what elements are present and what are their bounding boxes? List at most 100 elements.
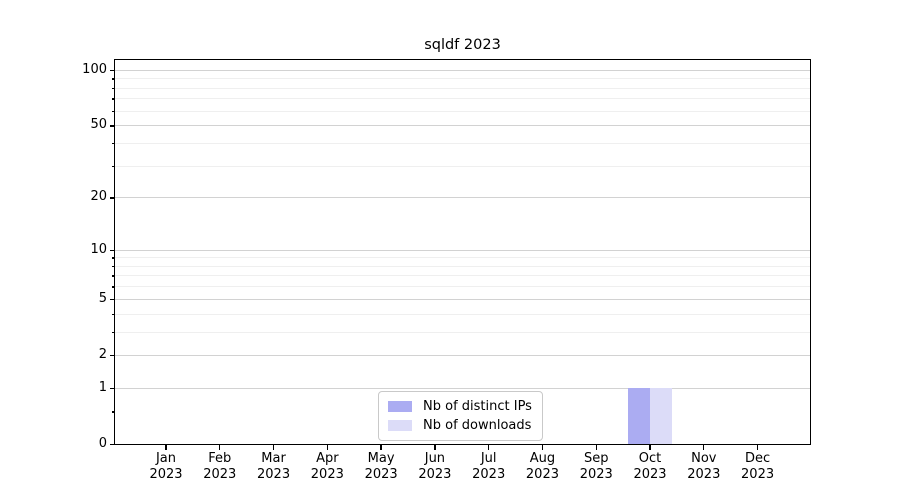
y-tick-label: 2 (98, 346, 107, 362)
plot-area (115, 60, 810, 444)
y-gridline-minor (115, 265, 810, 267)
x-tick-label: Jan 2023 (134, 451, 198, 483)
y-gridline-minor (115, 275, 810, 277)
legend-swatch (388, 420, 412, 431)
y-gridline-minor (115, 165, 810, 167)
x-tick-year: 2023 (633, 467, 667, 482)
bar (650, 387, 673, 444)
x-tick-month: Aug (529, 451, 556, 466)
x-tick-month: May (367, 451, 395, 466)
y-tick-label: 20 (90, 189, 107, 205)
y-tick-label: 100 (82, 61, 107, 77)
x-tick-label: Jun 2023 (403, 451, 467, 483)
x-tick-year: 2023 (418, 467, 452, 482)
bar (628, 387, 651, 444)
y-gridline-major (115, 387, 810, 389)
x-tick-label: Jul 2023 (457, 451, 521, 483)
x-tick-month: Nov (691, 451, 717, 466)
legend-item: Nb of downloads (388, 416, 532, 435)
x-tick-month: Oct (638, 451, 662, 466)
x-tick-year: 2023 (525, 467, 559, 482)
y-tick-label: 5 (98, 290, 107, 306)
y-tick-minor (111, 411, 115, 413)
y-tick-label: 1 (98, 379, 107, 395)
x-tick (380, 445, 382, 450)
x-tick-month: Jun (424, 451, 446, 466)
x-tick (326, 445, 329, 450)
x-tick-label: Sep 2023 (564, 451, 628, 483)
y-tick-major (109, 249, 115, 251)
y-tick-major (109, 125, 115, 127)
x-tick-year: 2023 (149, 467, 183, 482)
x-tick-label: Nov 2023 (672, 451, 736, 483)
y-tick-major (109, 444, 115, 446)
y-gridline-major (115, 249, 810, 251)
y-tick-minor (111, 275, 115, 277)
x-tick (219, 445, 221, 450)
legend-label: Nb of distinct IPs (423, 399, 532, 414)
y-tick-minor (111, 110, 115, 113)
y-gridline-major (115, 354, 810, 356)
x-tick-label: Apr 2023 (295, 451, 359, 483)
x-tick (595, 445, 597, 450)
y-tick-minor (111, 313, 115, 315)
y-gridline-minor (115, 331, 810, 333)
x-tick (756, 445, 759, 450)
y-gridline-minor (115, 313, 810, 315)
x-tick (703, 445, 705, 450)
x-tick-year: 2023 (310, 467, 344, 482)
x-tick (165, 445, 167, 450)
y-tick-major (109, 69, 115, 72)
y-tick-major (109, 354, 115, 357)
x-tick-month: Mar (261, 451, 286, 466)
x-tick-year: 2023 (364, 467, 398, 482)
y-gridline-major (115, 125, 810, 127)
legend-swatch (388, 401, 412, 412)
x-tick (487, 445, 490, 450)
x-tick-month: Feb (208, 451, 232, 466)
y-tick-minor (111, 265, 115, 268)
x-tick-year: 2023 (203, 467, 237, 482)
y-tick-minor (111, 331, 115, 333)
chart-title: sqldf 2023 (424, 37, 501, 53)
y-gridline-minor (115, 98, 810, 100)
x-tick-month: Sep (583, 451, 609, 466)
y-tick-label: 50 (90, 117, 107, 133)
y-tick-minor (111, 286, 115, 288)
x-tick-label: Mar 2023 (242, 451, 306, 483)
legend-item: Nb of distinct IPs (388, 397, 532, 416)
x-tick-year: 2023 (257, 467, 291, 482)
y-gridline-major (115, 69, 810, 71)
x-tick-label: Aug 2023 (510, 451, 574, 483)
x-tick-label: Feb 2023 (188, 451, 252, 483)
x-tick-year: 2023 (472, 467, 506, 482)
x-tick-month: Jul (480, 451, 497, 466)
x-tick-year: 2023 (579, 467, 613, 482)
y-tick-major (109, 387, 115, 390)
y-gridline-minor (115, 78, 810, 80)
legend-label: Nb of downloads (423, 418, 532, 433)
y-tick-minor (111, 142, 115, 145)
y-gridline-minor (115, 257, 810, 259)
y-tick-label: 0 (98, 436, 107, 451)
x-tick-label: May 2023 (349, 451, 413, 483)
x-tick-year: 2023 (687, 467, 721, 482)
y-tick-minor (111, 87, 115, 90)
x-tick-label: Dec 2023 (726, 451, 790, 483)
x-tick (434, 445, 436, 450)
legend: Nb of distinct IPs Nb of downloads (378, 391, 543, 441)
x-tick-month: Apr (316, 451, 339, 466)
y-gridline-major (115, 197, 810, 199)
y-tick-minor (111, 165, 115, 167)
y-gridline-minor (115, 142, 810, 144)
x-tick (272, 445, 275, 450)
y-tick-minor (111, 257, 115, 259)
x-tick-month: Jan (155, 451, 177, 466)
y-tick-label: 10 (90, 241, 107, 257)
y-tick-minor (111, 98, 115, 100)
x-tick-month: Dec (745, 451, 771, 466)
y-tick-major (109, 197, 115, 199)
x-tick-year: 2023 (741, 467, 775, 482)
x-tick (649, 445, 651, 450)
